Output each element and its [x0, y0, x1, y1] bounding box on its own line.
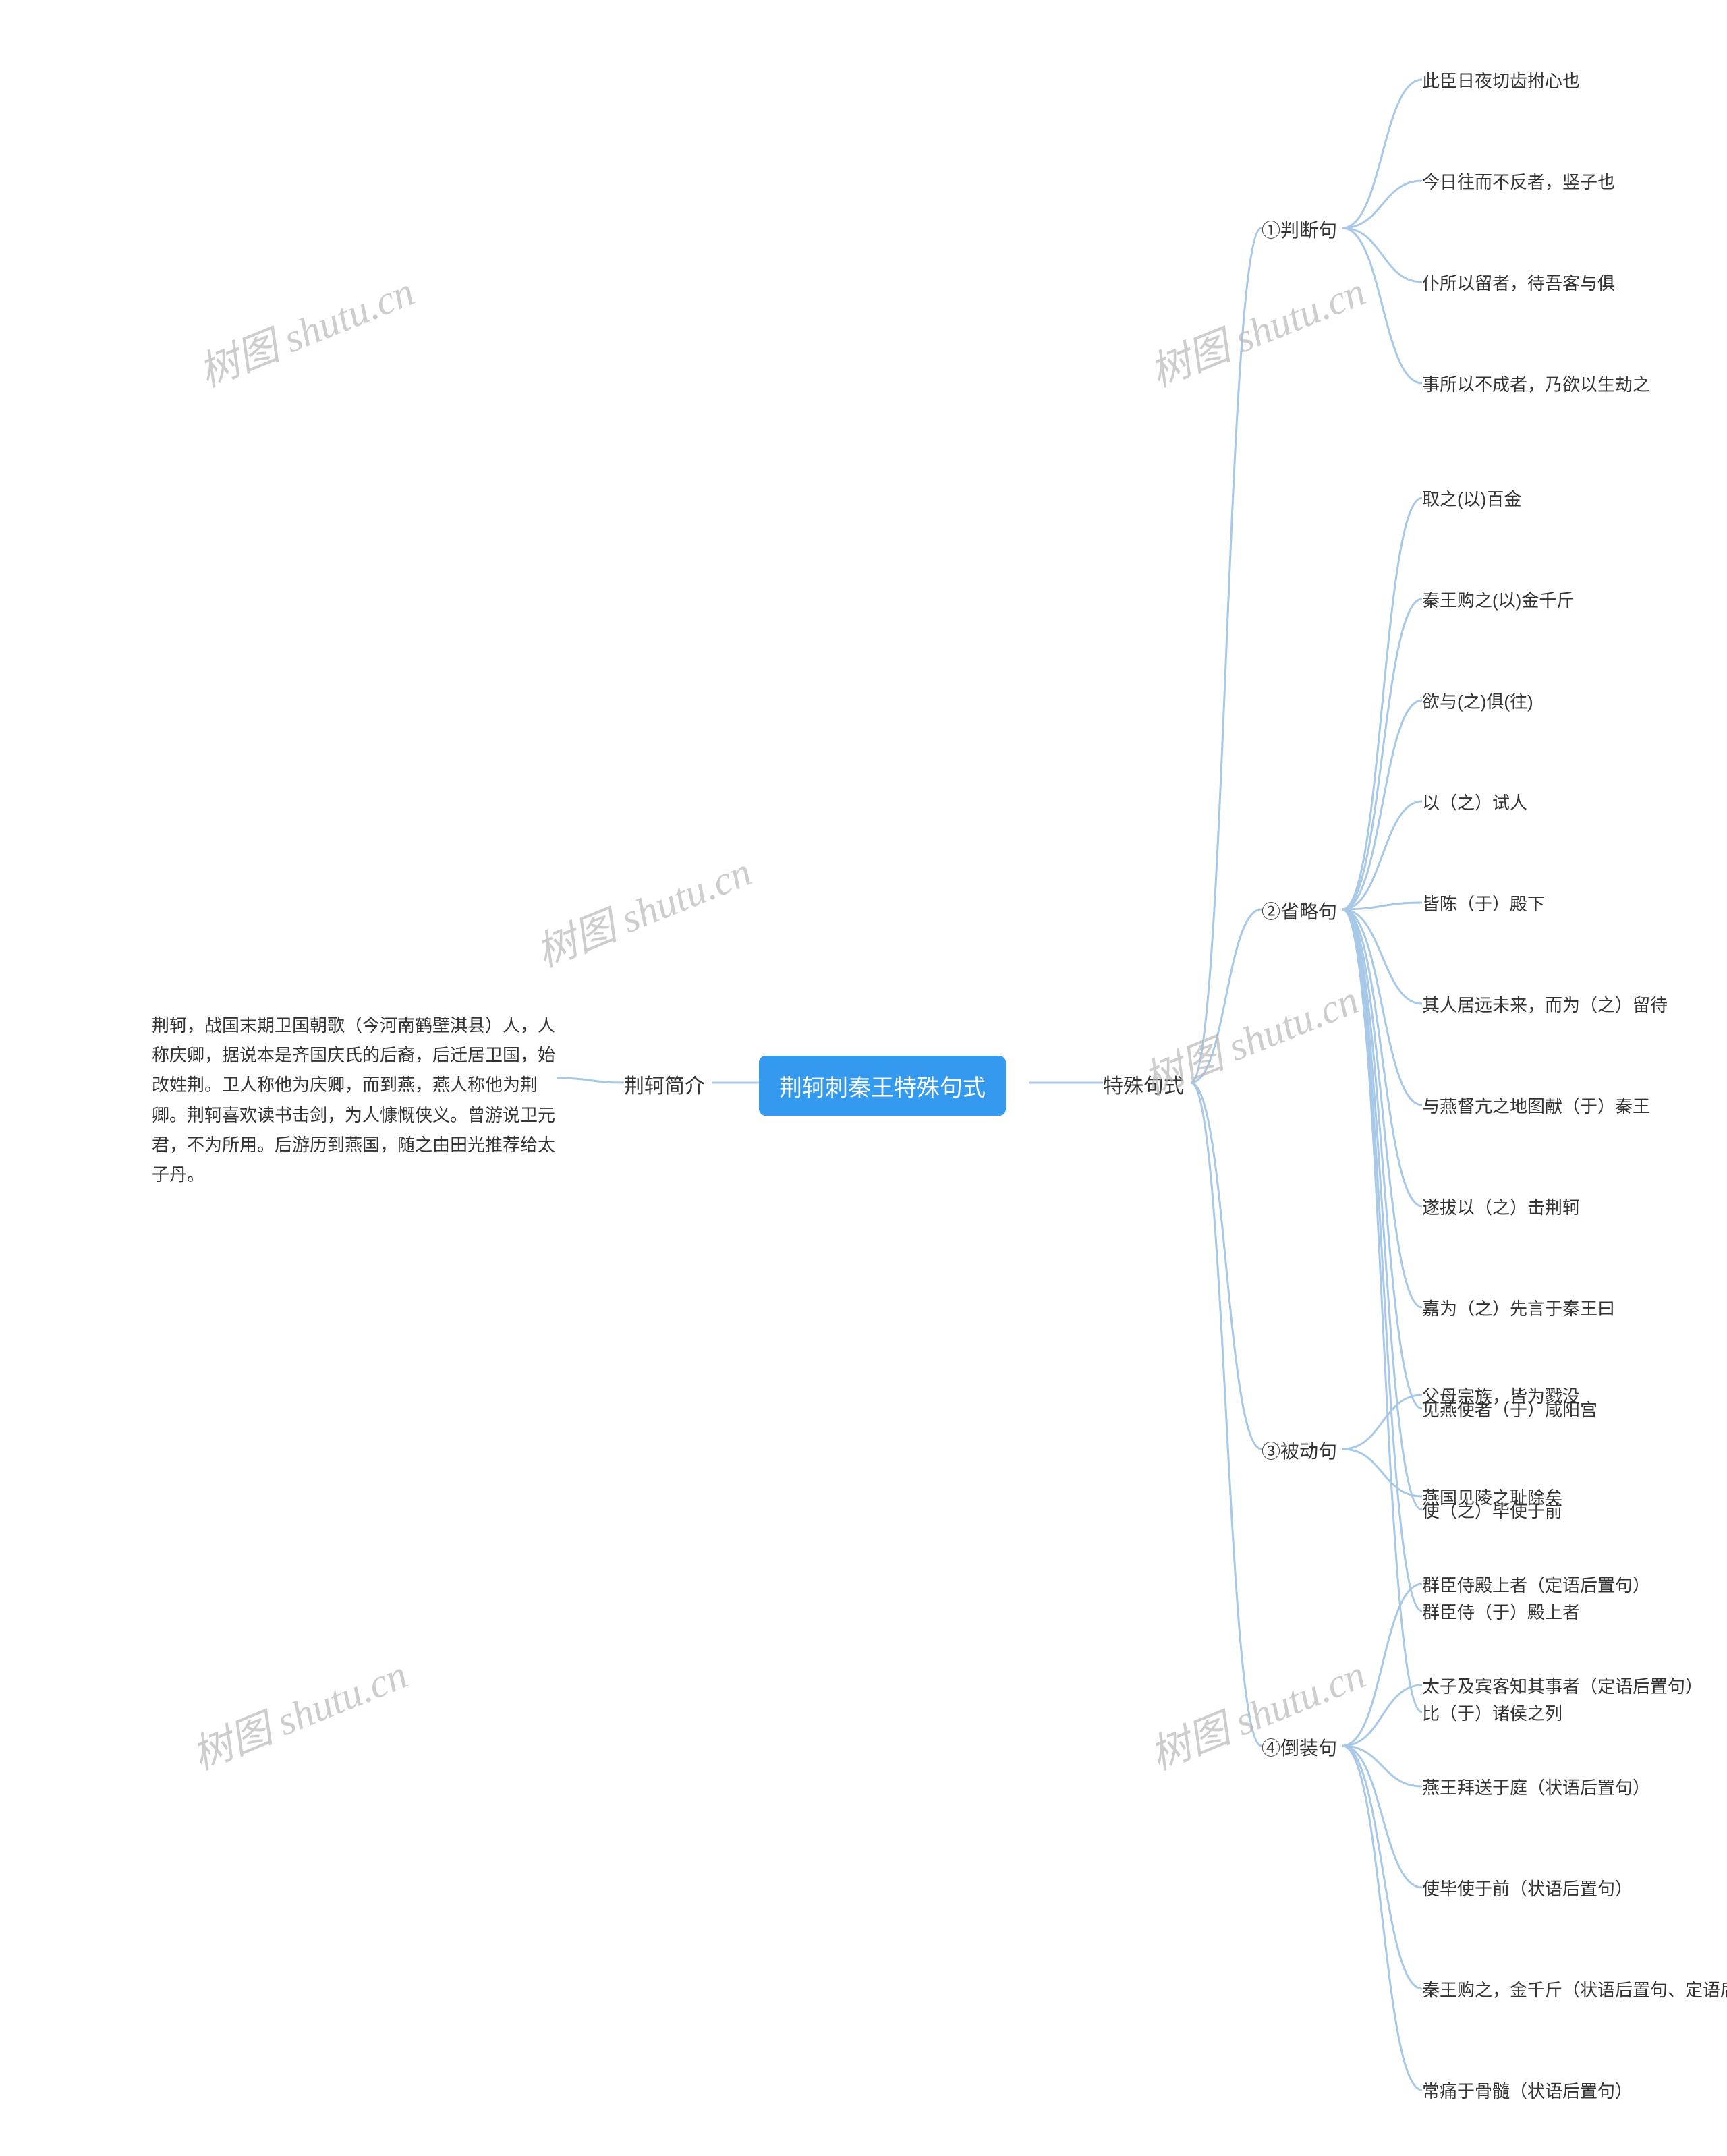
- watermark-1: 树图 shutu.cn: [1140, 259, 1373, 399]
- root-node: 荆轲刺秦王特殊句式: [759, 1056, 1006, 1116]
- leaf-omission-1: 秦王购之(以)金千斤: [1422, 587, 1574, 612]
- category-judgement: ①判断句: [1262, 216, 1337, 243]
- leaf-inversion-3: 使毕使于前（状语后置句）: [1422, 1875, 1633, 1900]
- leaf-judgement-3: 事所以不成者，乃欲以生劫之: [1422, 371, 1650, 396]
- leaf-passive-0: 父母宗族，皆为戮没: [1422, 1383, 1580, 1408]
- watermark-5: 树图 shutu.cn: [1140, 1642, 1373, 1782]
- leaf-inversion-1: 太子及宾客知其事者（定语后置句）: [1422, 1673, 1703, 1698]
- category-passive: ③被动句: [1262, 1437, 1337, 1464]
- category-inversion: ④倒装句: [1262, 1734, 1337, 1761]
- leaf-passive-1: 燕国见陵之耻除矣: [1422, 1484, 1562, 1509]
- intro-description: 荆轲，战国末期卫国朝歌（今河南鹤壁淇县）人，人称庆卿，据说本是齐国庆氏的后裔，后…: [152, 1011, 557, 1189]
- watermark-4: 树图 shutu.cn: [182, 1642, 415, 1782]
- leaf-inversion-4: 秦王购之，金千斤（状语后置句、定语后置句）: [1422, 1977, 1712, 2002]
- mindmap-canvas: 荆轲刺秦王特殊句式 荆轲简介 荆轲，战国末期卫国朝歌（今河南鹤壁淇县）人，人称庆…: [0, 0, 1727, 2156]
- leaf-omission-4: 皆陈（于）殿下: [1422, 890, 1545, 915]
- leaf-inversion-5: 常痛于骨髓（状语后置句）: [1422, 2078, 1633, 2103]
- leaf-omission-11: 群臣侍（于）殿上者: [1422, 1599, 1580, 1624]
- leaf-inversion-2: 燕王拜送于庭（状语后置句）: [1422, 1774, 1650, 1799]
- leaf-judgement-1: 今日往而不反者，竖子也: [1422, 169, 1615, 194]
- intro-label-node: 荆轲简介: [624, 1069, 705, 1099]
- leaf-omission-2: 欲与(之)俱(往): [1422, 688, 1533, 713]
- category-omission: ②省略句: [1262, 897, 1337, 924]
- leaf-inversion-0: 群臣侍殿上者（定语后置句）: [1422, 1572, 1650, 1597]
- leaf-omission-7: 遂拔以（之）击荆轲: [1422, 1194, 1580, 1219]
- watermark-0: 树图 shutu.cn: [189, 259, 422, 399]
- leaf-judgement-2: 仆所以留者，待吾客与俱: [1422, 270, 1615, 295]
- leaf-omission-12: 比（于）诸侯之列: [1422, 1700, 1562, 1725]
- watermark-2: 树图 shutu.cn: [526, 839, 759, 979]
- leaf-omission-3: 以（之）试人: [1422, 789, 1527, 814]
- leaf-omission-0: 取之(以)百金: [1422, 486, 1521, 511]
- leaf-judgement-0: 此臣日夜切齿拊心也: [1422, 67, 1580, 92]
- leaf-omission-5: 其人居远未来，而为（之）留待: [1422, 992, 1668, 1017]
- special-sentence-node: 特殊句式: [1103, 1069, 1184, 1099]
- leaf-omission-8: 嘉为（之）先言于秦王曰: [1422, 1295, 1615, 1320]
- leaf-omission-6: 与燕督亢之地图献（于）秦王: [1422, 1093, 1650, 1118]
